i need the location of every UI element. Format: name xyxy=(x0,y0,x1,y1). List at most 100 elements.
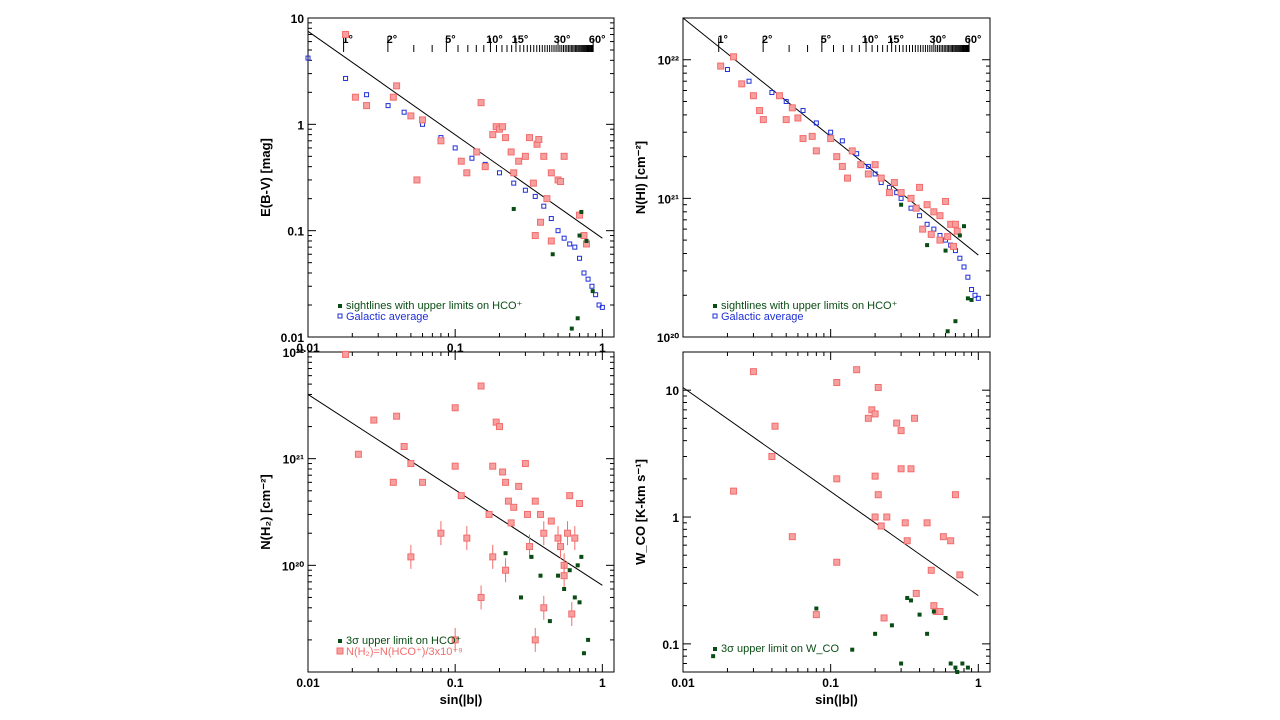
measured-point xyxy=(515,157,523,165)
measured-point xyxy=(489,462,497,470)
measured-point xyxy=(853,366,861,374)
plot-frame xyxy=(682,351,991,673)
measured-point xyxy=(502,134,510,142)
upper-limit-point xyxy=(567,568,572,573)
y-axis-label: E(B-V) [mag] xyxy=(258,138,273,217)
y-tick-label: 10²⁰ xyxy=(282,559,304,573)
measured-point xyxy=(782,116,790,124)
measured-point xyxy=(540,152,548,160)
measured-point xyxy=(927,230,935,238)
upper-limit-point xyxy=(814,606,819,611)
angle-tick-label: 1° xyxy=(342,34,353,46)
y-tick-label: 1 xyxy=(297,118,304,132)
galactic-average-point xyxy=(452,145,458,151)
upper-limit-point xyxy=(948,661,953,666)
measured-point xyxy=(342,350,350,358)
upper-limit-point xyxy=(960,661,965,666)
galactic-average-point xyxy=(599,304,605,310)
upper-limit-point xyxy=(575,316,580,321)
x-tick-label: 0.1 xyxy=(447,676,464,690)
measured-point xyxy=(916,183,924,191)
legend-marker-galactic xyxy=(337,313,343,319)
measured-point xyxy=(580,232,588,240)
measured-point xyxy=(883,513,891,521)
measured-point xyxy=(473,148,481,156)
measured-point xyxy=(833,153,841,161)
measured-point xyxy=(923,201,931,209)
panel-nh2: 0.01 0.1 1 10²⁰ 10²¹ 10²² N(H₂) [cm⁻²] sin(|b|)… xyxy=(258,346,615,707)
upper-limit-point xyxy=(711,654,716,659)
galactic-average-point xyxy=(828,129,834,135)
galactic-average-point xyxy=(522,187,528,193)
measured-point xyxy=(942,197,950,205)
upper-limit-point xyxy=(965,296,970,301)
measured-point xyxy=(756,107,764,115)
galactic-average-point xyxy=(581,270,587,276)
fit-line xyxy=(307,394,603,586)
x-tick-label: 0.01 xyxy=(296,676,320,690)
x-tick-label: 1 xyxy=(599,676,606,690)
y-tick-label: 10 xyxy=(291,12,305,26)
measured-point xyxy=(526,543,534,551)
measured-point xyxy=(874,383,882,391)
measured-point xyxy=(543,195,551,203)
measured-point xyxy=(463,534,471,542)
measured-point xyxy=(788,533,796,541)
measured-point xyxy=(833,558,841,566)
measured-point xyxy=(730,53,738,61)
measured-point xyxy=(759,116,767,124)
y-tick-label: 10 xyxy=(666,384,680,398)
legend-label-galactic: Galactic average xyxy=(721,311,804,323)
upper-limit-point xyxy=(538,573,543,578)
galactic-average-point xyxy=(872,171,878,177)
measured-point xyxy=(413,176,421,184)
measured-point xyxy=(912,589,920,597)
upper-limit-point xyxy=(572,595,577,600)
legend-label-galactic: Galactic average xyxy=(346,311,429,323)
galactic-average-point xyxy=(343,75,349,81)
galactic-average-point xyxy=(865,163,871,169)
measured-point xyxy=(451,404,459,412)
measured-point xyxy=(521,152,529,160)
measured-point xyxy=(389,478,397,486)
measured-point xyxy=(502,478,510,486)
measured-point xyxy=(389,93,397,101)
measured-point xyxy=(890,179,898,187)
measured-point xyxy=(477,382,485,390)
measured-point xyxy=(730,487,738,495)
upper-limit-point xyxy=(584,238,589,243)
galactic-average-point xyxy=(555,228,561,234)
galactic-average-point xyxy=(401,109,407,115)
galactic-average-point xyxy=(724,67,730,73)
upper-limit-point xyxy=(575,563,580,568)
measured-point xyxy=(502,566,510,574)
measured-point xyxy=(947,537,955,545)
plot-frame xyxy=(307,351,615,673)
upper-limit-point xyxy=(943,615,948,620)
galactic-average-point xyxy=(511,180,517,186)
measured-point xyxy=(510,503,518,511)
legend-marker-upper-limit xyxy=(338,304,342,308)
upper-limit-point xyxy=(889,623,894,628)
galactic-average-point xyxy=(305,55,311,61)
y-tick-label: 10²² xyxy=(283,346,304,360)
galactic-average-point xyxy=(800,108,806,114)
measured-point xyxy=(951,220,959,228)
measured-point xyxy=(485,510,493,518)
measured-point xyxy=(936,212,944,220)
measured-point xyxy=(843,174,851,182)
angle-tick-label: 15° xyxy=(512,34,529,46)
galactic-average-point xyxy=(548,216,554,222)
measured-point xyxy=(407,112,415,120)
measured-point xyxy=(531,497,539,505)
measured-point xyxy=(504,497,512,505)
measured-point xyxy=(540,604,548,612)
galactic-average-point xyxy=(496,170,502,176)
measured-point xyxy=(451,462,459,470)
measured-point xyxy=(838,162,846,170)
upper-limit-point xyxy=(503,551,508,556)
angle-tick-label: 10° xyxy=(486,34,503,46)
measured-point xyxy=(537,218,545,226)
measured-point xyxy=(457,157,465,165)
upper-limit-point xyxy=(955,670,960,674)
